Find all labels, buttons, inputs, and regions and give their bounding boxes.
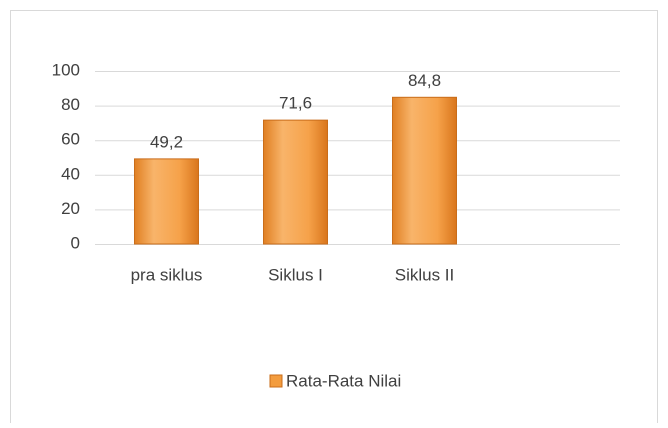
x-tick-label: pra siklus	[131, 265, 203, 284]
y-tick-label: 40	[61, 164, 80, 183]
chart-border	[10, 10, 658, 428]
y-tick-label: 80	[61, 95, 80, 114]
bar	[263, 119, 328, 245]
legend-label: Rata-Rata Nilai	[286, 371, 401, 390]
bar	[392, 96, 457, 245]
x-tick-label: Siklus II	[395, 265, 455, 284]
bar	[134, 158, 199, 245]
legend-swatch	[269, 374, 283, 388]
y-tick-label: 0	[71, 233, 80, 252]
y-tick-label: 100	[52, 60, 80, 79]
x-tick-label: Siklus I	[268, 265, 323, 284]
data-label: 71,6	[279, 94, 312, 113]
y-tick-label: 60	[61, 130, 80, 149]
y-tick-label: 20	[61, 199, 80, 218]
data-label: 49,2	[150, 132, 183, 151]
data-label: 84,8	[408, 71, 441, 90]
